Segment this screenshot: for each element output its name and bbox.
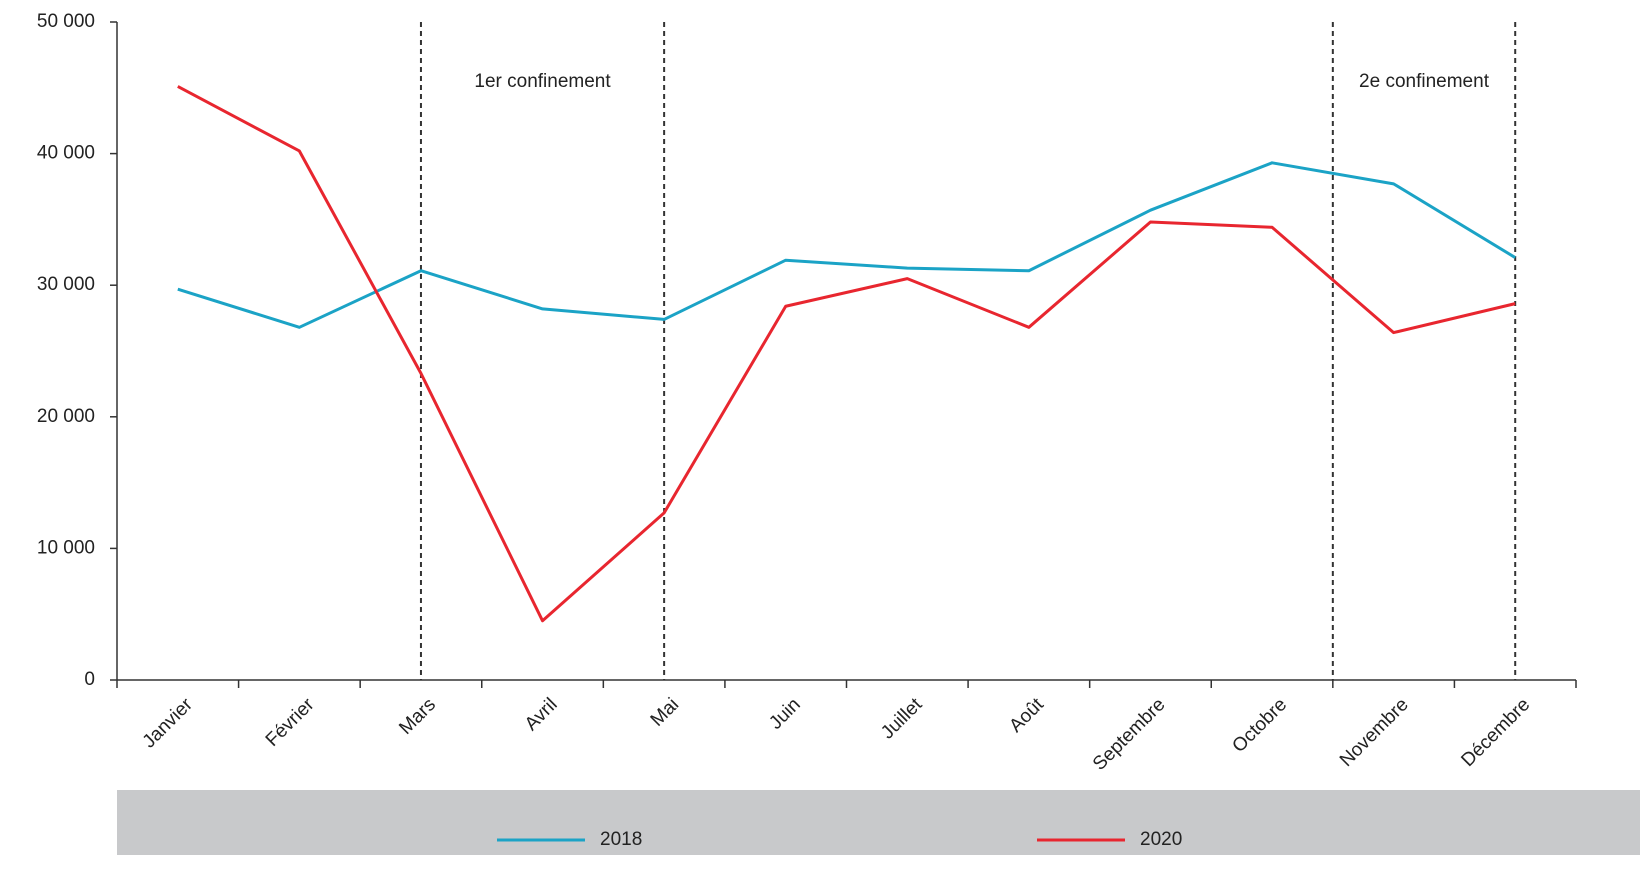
x-tick-label: Juillet bbox=[877, 694, 927, 744]
annotation: 1er confinement bbox=[474, 71, 611, 92]
series-line bbox=[177, 161, 1516, 329]
x-tick-label: Décembre bbox=[1457, 694, 1534, 771]
legend-label: 2018 bbox=[600, 829, 642, 850]
x-tick-label: Janvier bbox=[139, 694, 198, 753]
y-tick-label: 40 000 bbox=[37, 143, 95, 164]
x-tick-label: Mai bbox=[647, 694, 684, 731]
x-tick-label: Août bbox=[1005, 694, 1048, 737]
series-line bbox=[177, 85, 1516, 623]
x-tick-label: Avril bbox=[521, 694, 562, 735]
x-tick-label: Septembre bbox=[1089, 694, 1170, 775]
x-tick-label: Mars bbox=[395, 694, 440, 739]
x-tick-label: Novembre bbox=[1336, 694, 1413, 771]
y-tick-label: 50 000 bbox=[37, 11, 95, 32]
y-tick-label: 20 000 bbox=[37, 406, 95, 427]
y-tick-label: 0 bbox=[84, 669, 95, 690]
legend-label: 2020 bbox=[1140, 829, 1182, 850]
x-tick-label: Février bbox=[262, 694, 319, 751]
x-tick-label: Juin bbox=[765, 694, 804, 733]
x-tick-label: Octobre bbox=[1228, 694, 1291, 757]
y-tick-label: 30 000 bbox=[37, 274, 95, 295]
legend-band bbox=[117, 790, 1640, 855]
annotation: 2e confinement bbox=[1359, 71, 1490, 92]
y-tick-label: 10 000 bbox=[37, 537, 95, 558]
